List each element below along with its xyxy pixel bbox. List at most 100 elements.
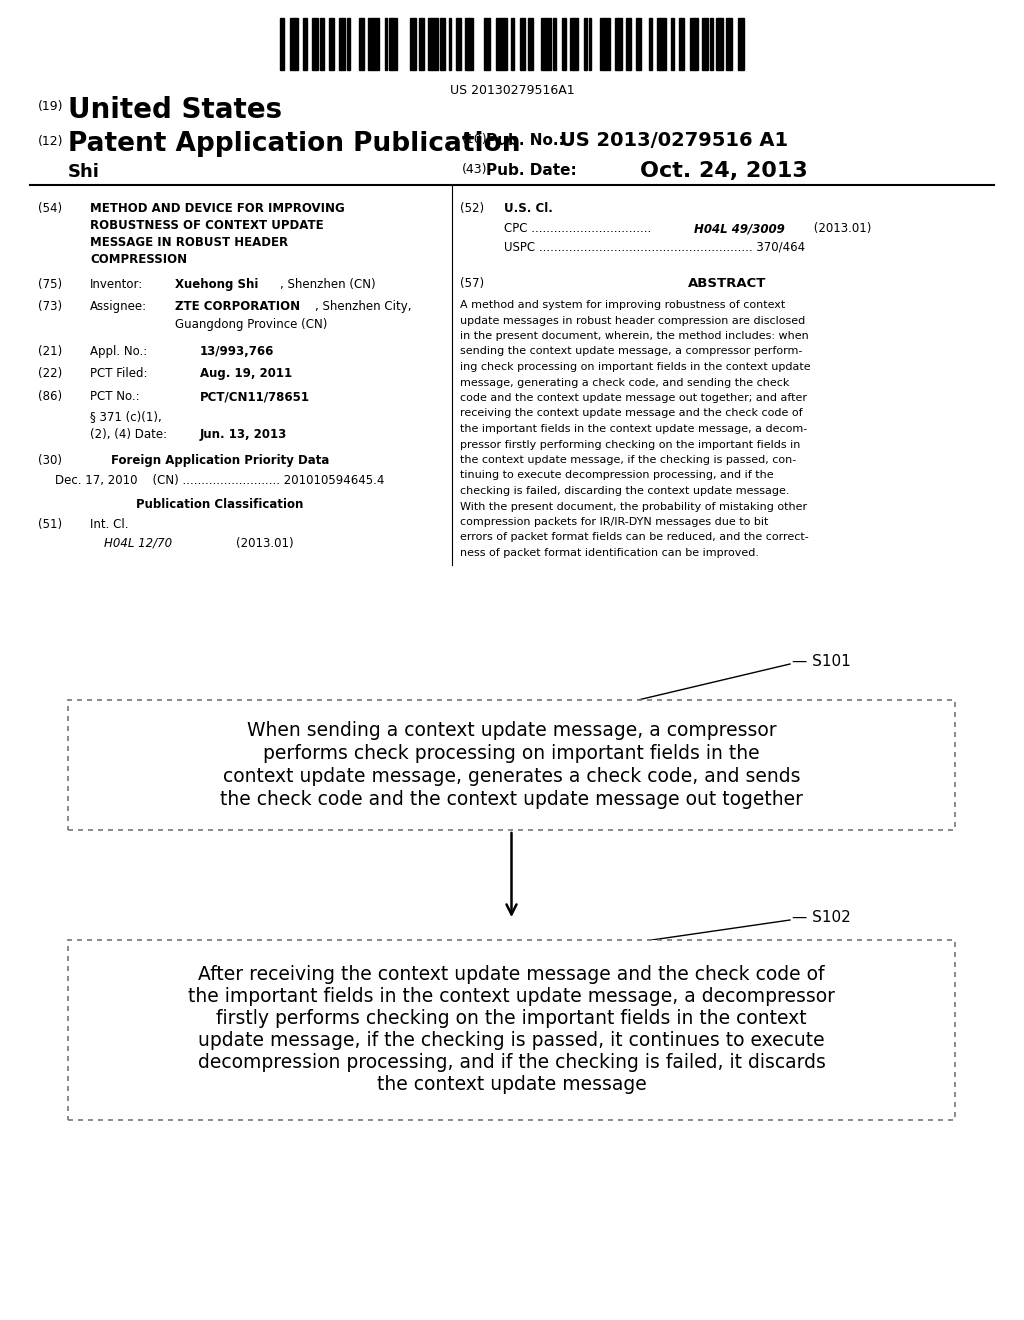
Bar [618, 18, 622, 70]
Text: With the present document, the probability of mistaking other: With the present document, the probabili… [460, 502, 807, 511]
Bar [410, 18, 416, 70]
Bar [636, 18, 641, 70]
Bar [339, 18, 345, 70]
Text: After receiving the context update message and the check code of: After receiving the context update messa… [199, 965, 824, 985]
Bar [716, 18, 718, 70]
Text: receiving the context update message and the check code of: receiving the context update message and… [460, 408, 803, 418]
Bar [569, 18, 572, 70]
Text: Publication Classification: Publication Classification [136, 498, 304, 511]
Bar [431, 18, 438, 70]
Text: Pub. Date:: Pub. Date: [486, 162, 577, 178]
Text: PCT/CN11/78651: PCT/CN11/78651 [200, 389, 310, 403]
Bar [457, 18, 461, 70]
Bar [375, 18, 379, 70]
Text: A method and system for improving robustness of context: A method and system for improving robust… [460, 300, 785, 310]
Bar [718, 18, 723, 70]
Text: CPC ................................: CPC ................................ [504, 222, 655, 235]
Text: — S102: — S102 [792, 911, 851, 925]
Bar [484, 18, 489, 70]
Text: (2013.01): (2013.01) [236, 537, 294, 550]
Bar [502, 18, 507, 70]
Text: , Shenzhen City,: , Shenzhen City, [315, 300, 412, 313]
Text: compression packets for IR/IR-DYN messages due to bit: compression packets for IR/IR-DYN messag… [460, 517, 768, 527]
Text: US 2013/0279516 A1: US 2013/0279516 A1 [560, 131, 788, 150]
Text: US 20130279516A1: US 20130279516A1 [450, 84, 574, 96]
Text: ness of packet format identification can be improved.: ness of packet format identification can… [460, 548, 759, 558]
Bar [312, 18, 315, 70]
Bar [590, 18, 592, 70]
Bar [369, 18, 375, 70]
Text: Shi: Shi [68, 162, 100, 181]
Text: (51): (51) [38, 517, 62, 531]
Text: Xuehong Shi: Xuehong Shi [175, 279, 258, 290]
Bar [656, 18, 659, 70]
Text: (2013.01): (2013.01) [810, 222, 871, 235]
Text: (86): (86) [38, 389, 62, 403]
Text: update messages in robust header compression are disclosed: update messages in robust header compres… [460, 315, 805, 326]
Bar [659, 18, 667, 70]
Text: (10): (10) [462, 133, 487, 147]
Text: (73): (73) [38, 300, 62, 313]
Bar [303, 18, 307, 70]
Text: (21): (21) [38, 345, 62, 358]
Bar [315, 18, 318, 70]
Text: Aug. 19, 2011: Aug. 19, 2011 [200, 367, 292, 380]
Text: Jun. 13, 2013: Jun. 13, 2013 [200, 428, 288, 441]
Text: pressor firstly performing checking on the important fields in: pressor firstly performing checking on t… [460, 440, 801, 450]
Bar [440, 18, 445, 70]
Bar [389, 18, 392, 70]
Text: 13/993,766: 13/993,766 [200, 345, 274, 358]
Bar [541, 18, 545, 70]
Bar [358, 18, 365, 70]
Text: H04L 49/3009: H04L 49/3009 [694, 222, 784, 235]
Bar [672, 18, 675, 70]
Text: context update message, generates a check code, and sends: context update message, generates a chec… [223, 767, 800, 785]
Text: update message, if the checking is passed, it continues to execute: update message, if the checking is passe… [199, 1031, 824, 1051]
Text: Foreign Application Priority Data: Foreign Application Priority Data [111, 454, 329, 467]
Text: checking is failed, discarding the context update message.: checking is failed, discarding the conte… [460, 486, 790, 496]
Bar [347, 18, 349, 70]
Text: message, generating a check code, and sending the check: message, generating a check code, and se… [460, 378, 790, 388]
Text: (54): (54) [38, 202, 62, 215]
Bar [68, 940, 955, 1119]
Bar [615, 18, 618, 70]
Text: U.S. Cl.: U.S. Cl. [504, 202, 553, 215]
Text: ing check processing on important fields in the context update: ing check processing on important fields… [460, 362, 811, 372]
Bar [428, 18, 431, 70]
Text: the important fields in the context update message, a decom-: the important fields in the context upda… [460, 424, 807, 434]
Bar [465, 18, 469, 70]
Text: (75): (75) [38, 279, 62, 290]
Text: performs check processing on important fields in the: performs check processing on important f… [263, 744, 760, 763]
Bar [331, 18, 334, 70]
Text: ZTE CORPORATION: ZTE CORPORATION [175, 300, 300, 313]
Bar [562, 18, 566, 70]
Text: , Shenzhen (CN): , Shenzhen (CN) [280, 279, 376, 290]
Text: — S101: — S101 [792, 655, 851, 669]
Bar [648, 18, 651, 70]
Text: USPC ......................................................... 370/464: USPC ...................................… [504, 240, 805, 253]
Text: the context update message: the context update message [377, 1076, 646, 1094]
Text: the important fields in the context update message, a decompressor: the important fields in the context upda… [188, 987, 835, 1006]
Text: PCT Filed:: PCT Filed: [90, 367, 147, 380]
Bar [496, 18, 502, 70]
Text: United States: United States [68, 96, 283, 124]
Bar [280, 18, 284, 70]
Bar [605, 18, 610, 70]
Bar [450, 18, 452, 70]
Bar [600, 18, 605, 70]
Text: (30): (30) [38, 454, 62, 467]
Text: ABSTRACT: ABSTRACT [688, 277, 766, 290]
Bar [572, 18, 578, 70]
Bar [584, 18, 587, 70]
Text: (52): (52) [460, 202, 484, 215]
Text: errors of packet format fields can be reduced, and the correct-: errors of packet format fields can be re… [460, 532, 809, 543]
Text: ROBUSTNESS OF CONTEXT UPDATE: ROBUSTNESS OF CONTEXT UPDATE [90, 219, 324, 232]
Bar [528, 18, 534, 70]
Text: the check code and the context update message out together: the check code and the context update me… [220, 789, 803, 809]
Bar [553, 18, 556, 70]
Bar [737, 18, 744, 70]
Text: Assignee:: Assignee: [90, 300, 147, 313]
Text: decompression processing, and if the checking is failed, it discards: decompression processing, and if the che… [198, 1053, 825, 1072]
Text: firstly performs checking on the important fields in the context: firstly performs checking on the importa… [216, 1010, 807, 1028]
Text: Dec. 17, 2010    (CN) .......................... 201010594645.4: Dec. 17, 2010 (CN) .....................… [55, 474, 384, 487]
